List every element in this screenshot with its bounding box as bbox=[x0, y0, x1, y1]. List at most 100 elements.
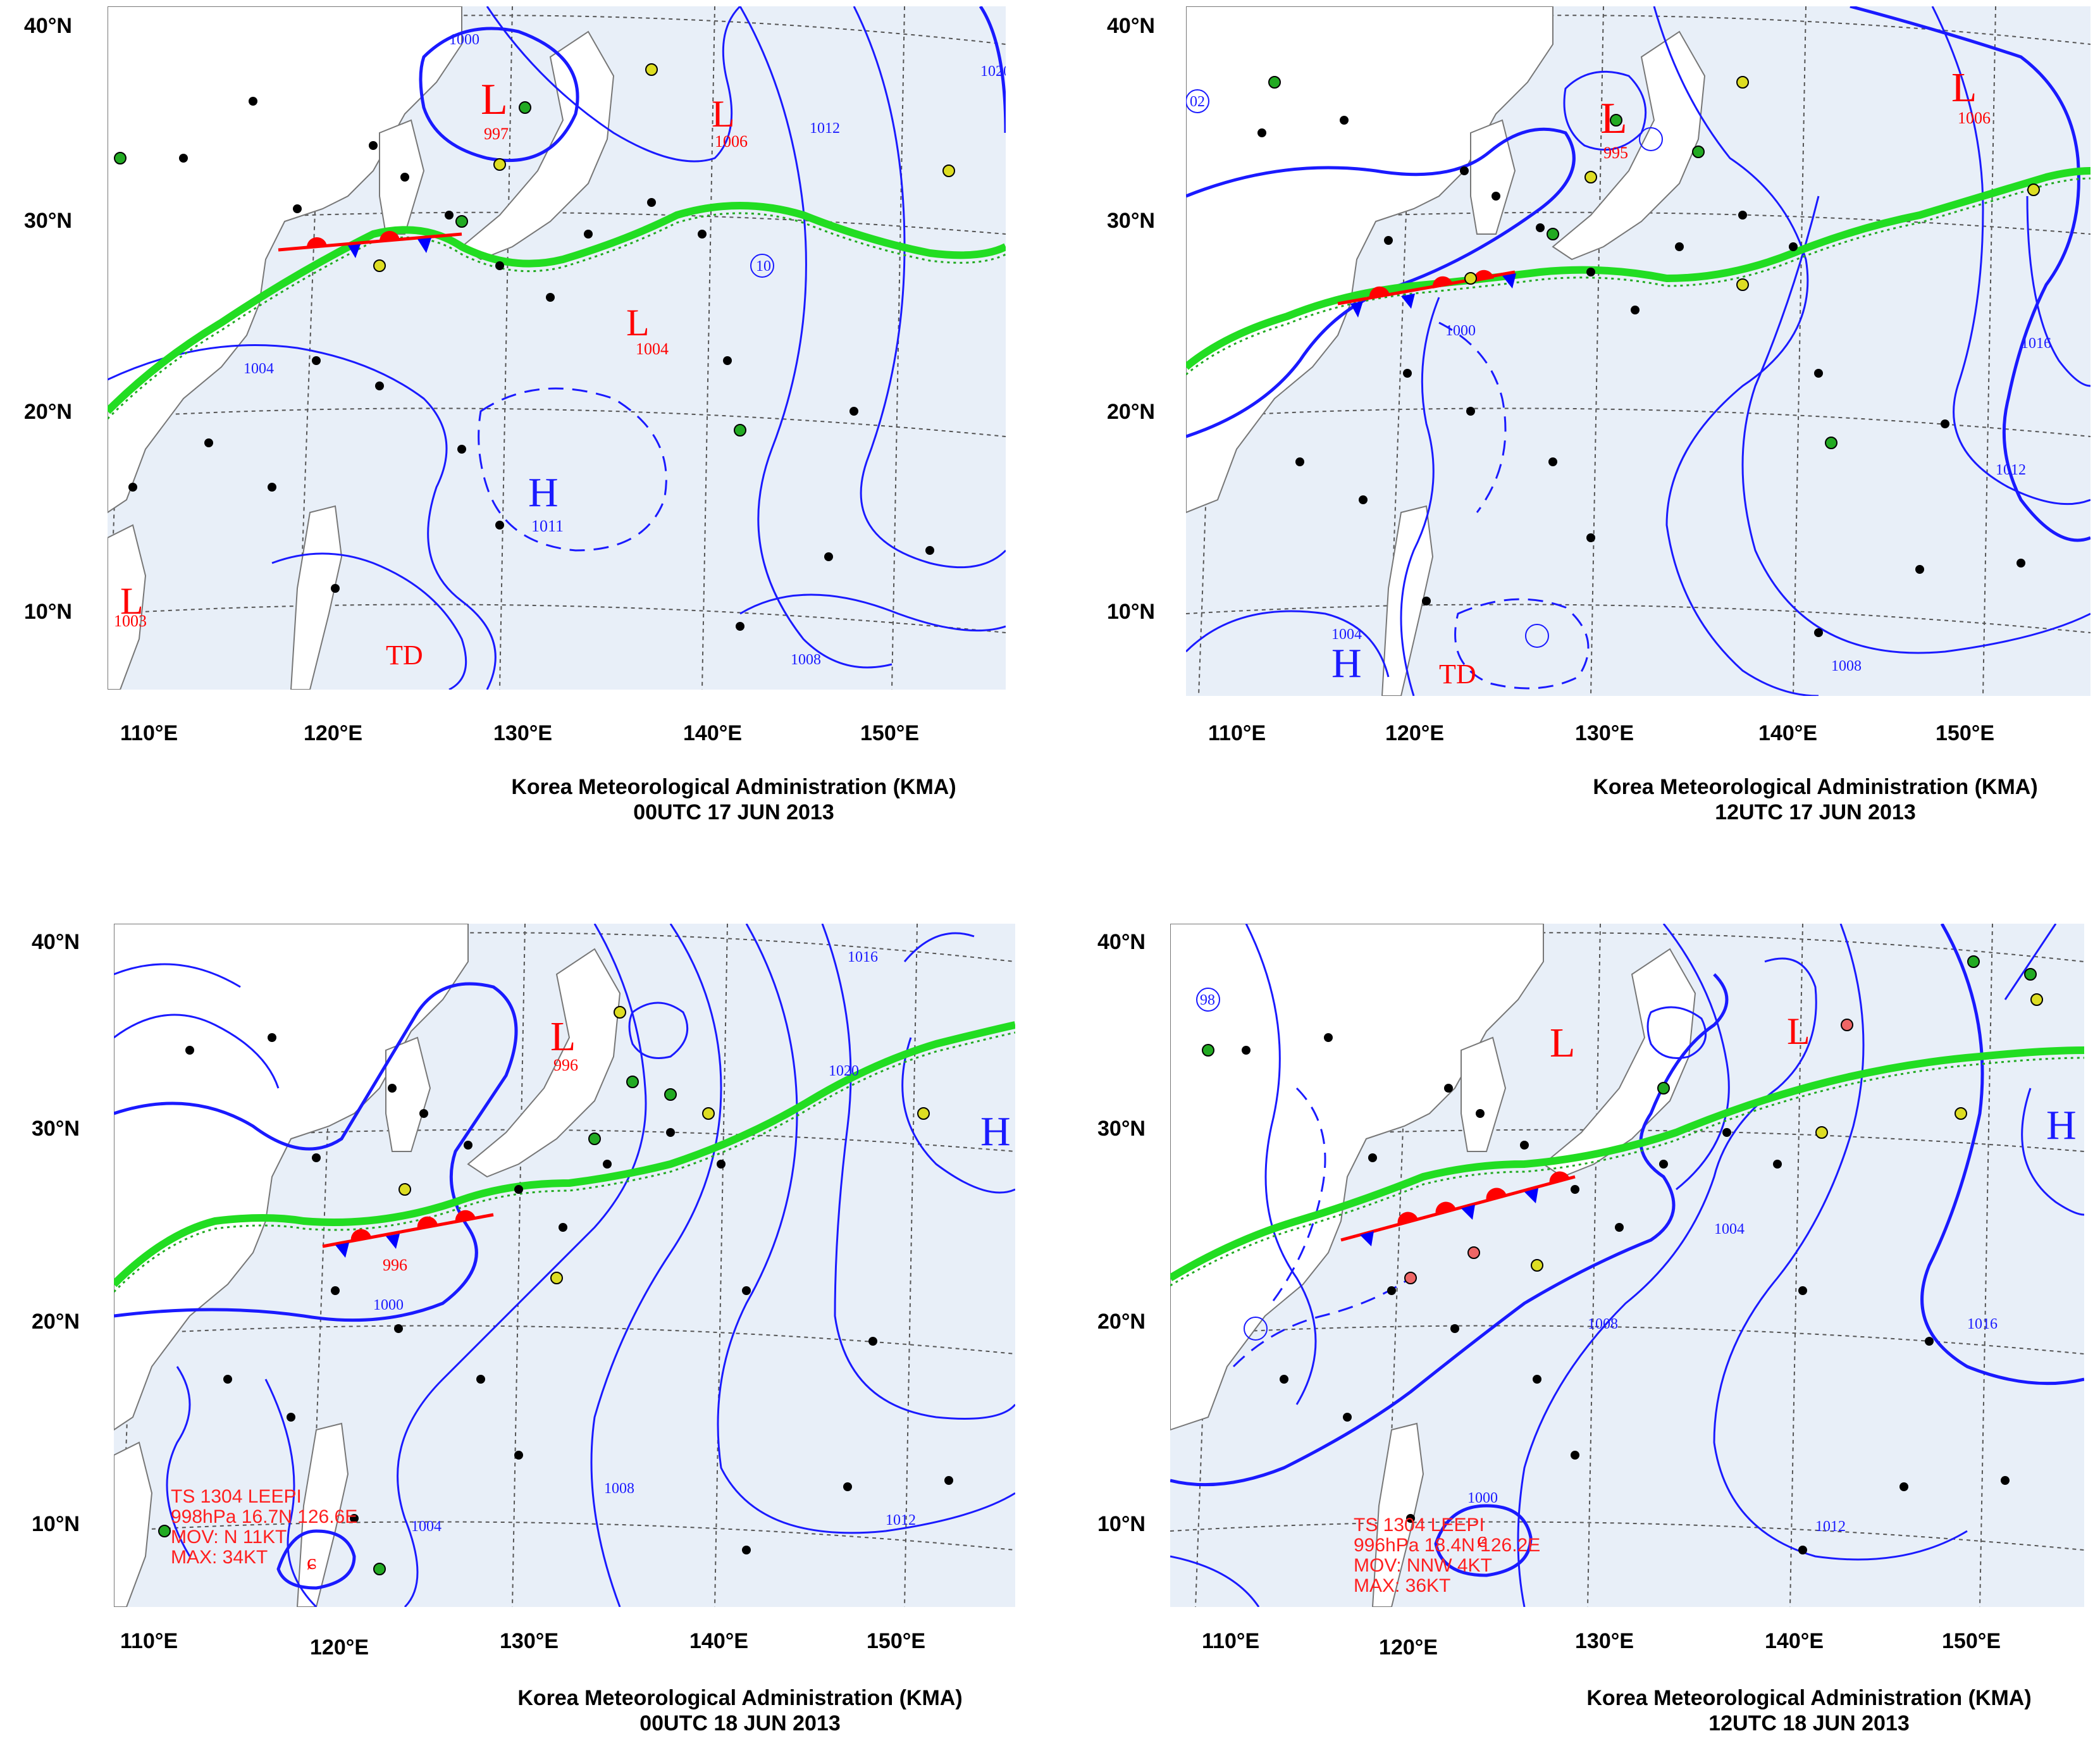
isobar-label: 02 bbox=[1190, 94, 1205, 110]
isobar-label: 1008 bbox=[1831, 658, 1862, 674]
isobar-label: 1012 bbox=[810, 120, 840, 137]
lon-label-140e: 140°E bbox=[689, 1629, 749, 1653]
low-pressure-value: 996 bbox=[553, 1056, 578, 1074]
weather-map: L 995 L 1006 H TD 1000 1004 1008 1012 10… bbox=[1186, 6, 2091, 696]
isobar-label: 1008 bbox=[604, 1480, 634, 1497]
tropical-depression-label: TD bbox=[386, 640, 423, 671]
low-pressure-symbol: L bbox=[626, 302, 650, 344]
low-pressure-symbol: L bbox=[712, 93, 735, 135]
lon-label-140e: 140°E bbox=[683, 721, 743, 745]
low-pressure-value: 996 bbox=[383, 1256, 407, 1274]
stationary-front bbox=[114, 1021, 1015, 1287]
storm-movement: MOV: NNW 4KT bbox=[1354, 1555, 1492, 1576]
tropical-depression-label: TD bbox=[1439, 659, 1476, 690]
lat-label-20n: 20°N bbox=[1107, 400, 1155, 424]
chart-panel-00utc-17jun: 40°N 30°N 20°N 10°N bbox=[0, 0, 1050, 867]
isobar-label: 10 bbox=[756, 258, 771, 275]
isobar-label: 1012 bbox=[1996, 462, 2026, 478]
weather-map: L 996 996 H ɕ 1000 1004 1008 1012 1016 1… bbox=[114, 924, 1015, 1607]
storm-max-wind: MAX: 34KT bbox=[171, 1547, 268, 1568]
weather-map: L 997 L 1006 L 1004 L 1003 H 1011 TD 100… bbox=[108, 6, 1006, 690]
isobars bbox=[114, 924, 1015, 1607]
warm-cold-front bbox=[278, 230, 462, 258]
typhoon-symbol: ɕ bbox=[1477, 1529, 1486, 1552]
isobar-label: 1004 bbox=[411, 1518, 442, 1535]
lat-label-30n: 30°N bbox=[24, 209, 72, 233]
lon-label-150e: 150°E bbox=[1942, 1629, 2001, 1653]
chart-timestamp: 00UTC 17 JUN 2013 bbox=[633, 800, 834, 824]
chart-timestamp: 12UTC 18 JUN 2013 bbox=[1708, 1711, 1910, 1735]
station-plots bbox=[1257, 116, 2025, 637]
lat-label-40n: 40°N bbox=[32, 930, 80, 954]
lon-label-150e: 150°E bbox=[867, 1629, 926, 1653]
high-pressure-symbol: H bbox=[980, 1108, 1011, 1155]
lat-label-20n: 20°N bbox=[32, 1310, 80, 1334]
isobar-label: 1016 bbox=[1967, 1316, 1998, 1332]
lon-label-110e: 110°E bbox=[1208, 721, 1266, 745]
warm-cold-front bbox=[1337, 270, 1516, 318]
lon-label-130e: 130°E bbox=[1575, 721, 1634, 745]
lon-label-130e: 130°E bbox=[1575, 1629, 1634, 1653]
isobar-label: 1004 bbox=[1714, 1221, 1745, 1237]
isobar-label: 1016 bbox=[2021, 335, 2051, 352]
low-pressure-symbol: L bbox=[550, 1014, 576, 1060]
station-plots bbox=[1242, 1033, 2010, 1554]
isobar-label: 1016 bbox=[848, 949, 878, 965]
low-pressure-symbol: L bbox=[1787, 1010, 1810, 1052]
isobar-label: 1020 bbox=[829, 1063, 859, 1079]
isobar-label: 1000 bbox=[1467, 1490, 1498, 1506]
chart-panel-00utc-18jun: 40°N 30°N 20°N 10°N bbox=[0, 873, 1050, 1743]
isobar-label: 1004 bbox=[1331, 626, 1362, 643]
lon-label-140e: 140°E bbox=[1765, 1629, 1824, 1653]
isobars bbox=[1186, 6, 2091, 696]
isobar-label: 1012 bbox=[1815, 1518, 1846, 1535]
agency-credit: Korea Meteorological Administration (KMA… bbox=[1593, 775, 2038, 799]
storm-pressure-position: 998hPa 16.7N 126.6E bbox=[171, 1506, 358, 1527]
storm-info-box: TS 1304 LEEPI 998hPa 16.7N 126.6E MOV: N… bbox=[171, 1487, 357, 1568]
station-plots bbox=[185, 1033, 953, 1554]
lat-label-10n: 10°N bbox=[1107, 600, 1155, 624]
chart-timestamp: 12UTC 17 JUN 2013 bbox=[1715, 800, 1916, 824]
lat-label-30n: 30°N bbox=[1107, 209, 1155, 233]
isobar-label: 1000 bbox=[373, 1297, 404, 1313]
low-pressure-symbol: L bbox=[120, 580, 144, 622]
storm-pressure-position: 996hPa 18.4N 126.2E bbox=[1354, 1535, 1541, 1556]
lon-label-110e: 110°E bbox=[1202, 1629, 1260, 1653]
typhoon-symbol: ɕ bbox=[307, 1551, 316, 1574]
storm-name: TS 1304 LEEPI bbox=[1354, 1515, 1485, 1535]
lon-label-120e: 120°E bbox=[304, 721, 363, 745]
low-pressure-value: 1006 bbox=[1958, 109, 1991, 127]
isobars bbox=[1170, 924, 2084, 1607]
high-pressure-symbol: H bbox=[528, 469, 559, 516]
lon-label-110e: 110°E bbox=[120, 721, 178, 745]
warm-cold-front bbox=[1340, 1171, 1576, 1246]
lat-label-20n: 20°N bbox=[24, 400, 72, 424]
agency-credit: Korea Meteorological Administration (KMA… bbox=[517, 1686, 963, 1710]
lat-label-10n: 10°N bbox=[32, 1512, 80, 1536]
isobar-label: 1008 bbox=[1588, 1316, 1618, 1332]
storm-max-wind: MAX: 36KT bbox=[1354, 1575, 1451, 1596]
isobars bbox=[108, 6, 1006, 690]
isobar-label: 1000 bbox=[1445, 323, 1476, 339]
lon-label-130e: 130°E bbox=[493, 721, 553, 745]
low-pressure-symbol: L bbox=[1951, 65, 1977, 111]
isobar-label: 1000 bbox=[449, 32, 479, 48]
low-pressure-value: 995 bbox=[1603, 144, 1628, 162]
chart-timestamp: 00UTC 18 JUN 2013 bbox=[639, 1711, 841, 1735]
low-pressure-symbol: L bbox=[481, 75, 508, 124]
lat-label-30n: 30°N bbox=[1097, 1117, 1146, 1141]
isobar-label: 1004 bbox=[244, 361, 274, 377]
chart-panel-12utc-18jun: 40°N 30°N 20°N 10°N bbox=[1050, 873, 2100, 1743]
high-pressure-symbol: H bbox=[1331, 640, 1362, 686]
lat-label-20n: 20°N bbox=[1097, 1310, 1146, 1334]
station-plots bbox=[128, 97, 934, 631]
stationary-front bbox=[1186, 167, 2091, 370]
storm-name: TS 1304 LEEPI bbox=[171, 1486, 302, 1507]
lon-label-110e: 110°E bbox=[120, 1629, 178, 1653]
agency-credit: Korea Meteorological Administration (KMA… bbox=[511, 775, 956, 799]
lon-label-130e: 130°E bbox=[500, 1629, 559, 1653]
lon-label-150e: 150°E bbox=[1936, 721, 1995, 745]
lat-label-40n: 40°N bbox=[1097, 930, 1146, 954]
low-pressure-symbol: L bbox=[1550, 1020, 1575, 1066]
isobar-label: 1008 bbox=[791, 652, 821, 668]
